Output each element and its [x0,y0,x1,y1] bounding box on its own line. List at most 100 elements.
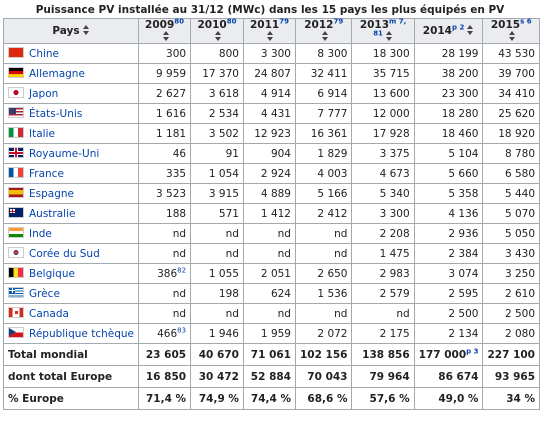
value-text: 2 051 [260,267,291,280]
country-link[interactable]: Grèce [29,288,60,300]
value-cell: 8 300 [294,43,353,64]
value-cell: 2 384 [413,243,484,264]
sort-icon[interactable] [467,25,474,35]
value-cell: 3 074 [413,263,484,284]
table-row: France 335 1 054 2 924 4 003 4 673 5 660 6 580 [2,163,540,184]
table-row: Belgique 38682 1 055 2 051 2 650 2 983 3 074 3 … [2,263,540,284]
country-link[interactable]: Espagne [29,188,74,200]
table-row: Italie 1 181 3 502 12 923 16 361 17 928 18 460… [2,123,540,144]
country-link[interactable]: États-Unis [29,108,83,120]
country-link[interactable]: Inde [29,228,52,240]
value-cell: 6 580 [482,163,540,184]
country-cell: France [2,163,140,184]
header-row: Pays 200980 201080 201179 201279 2013m 7, 81 2… [2,17,540,44]
country-link[interactable]: République tchèque [29,328,135,340]
value-text: 52 884 [250,370,291,383]
reference-link[interactable]: s 6 [520,17,532,26]
sort-icon[interactable] [321,31,329,41]
sort-icon[interactable] [509,31,516,41]
value-cell: 3 502 [190,123,244,144]
column-header[interactable]: Pays [2,18,140,44]
sort-icon[interactable] [162,31,170,41]
value-cell: nd [294,303,353,324]
column-header-label: 2014 [422,25,452,37]
value-text: 23 605 [145,348,187,361]
value-text: 49,0 % [438,392,479,405]
total-label: dont total Europe [2,365,140,388]
reference-link[interactable]: 82 [177,266,187,274]
value-cell: 1 054 [190,163,244,184]
reference-link[interactable]: p 3 [466,347,479,355]
sort-icon[interactable] [215,31,222,41]
value-text: 23 300 [441,87,479,100]
country-link[interactable]: Allemagne [29,68,85,80]
value-text: 102 156 [299,348,348,361]
value-cell: 7 777 [294,103,353,124]
value-text: 74,9 % [198,392,239,405]
value-text: 5 340 [379,187,410,200]
table-row: Chine 300 800 3 300 8 300 18 300 28 199 43 530 [2,43,540,64]
value-text: 3 300 [260,47,291,60]
value-text: 5 440 [504,187,535,200]
country-link[interactable]: France [29,168,64,180]
table-row: Canada nd nd nd nd nd 2 500 2 500 [2,303,540,324]
value-text: 17 928 [372,127,410,140]
country-link[interactable]: Canada [29,308,69,320]
value-text: 6 914 [317,87,348,100]
value-text: 16 850 [145,370,187,383]
country-link[interactable]: Italie [29,128,55,140]
value-cell: 4 136 [413,203,484,224]
reference-link[interactable]: 79 [333,17,344,26]
country-link[interactable]: Australie [29,208,76,220]
reference-link[interactable]: 80 [174,17,185,26]
value-text: 1 536 [317,287,348,300]
value-cell: nd [294,243,353,264]
reference-link[interactable]: 80 [226,17,237,26]
value-text: 18 300 [372,47,410,60]
reference-link[interactable]: p 2 [452,23,465,32]
au-flag-icon [8,207,24,218]
sort-icon[interactable] [82,25,90,35]
value-text: 2 080 [504,327,535,340]
value-cell: 3 915 [190,183,244,204]
us-flag-icon [8,107,24,118]
total-label: % Europe [2,387,140,410]
country-link[interactable]: Belgique [29,268,75,280]
value-text: 74,4 % [250,392,291,405]
value-text: 4 889 [260,187,291,200]
sort-icon[interactable] [385,31,393,41]
reference-link[interactable]: 83 [177,326,187,334]
column-header-label: 2011 [249,19,280,31]
value-text: 39 700 [498,67,535,80]
country-cell: Italie [2,123,140,144]
sort-icon[interactable] [267,31,274,41]
total-value-cell: 30 472 [190,365,244,388]
value-cell: 5 660 [413,163,484,184]
value-text: 2 579 [379,287,410,300]
country-link[interactable]: Royaume-Uni [29,148,100,160]
value-text: 1 829 [317,147,348,160]
column-header[interactable]: 2014p 2 [413,18,484,44]
country-link[interactable]: Chine [29,48,60,60]
in-flag-icon [8,227,24,238]
column-header[interactable]: 2015s 6 [482,17,540,44]
value-cell: 34 410 [482,83,540,104]
value-text: 2 500 [504,307,535,320]
column-header[interactable]: 201279 [294,17,353,44]
column-header[interactable]: 200980 [138,17,192,44]
value-cell: 3 618 [190,83,244,104]
value-cell: nd [190,243,244,264]
column-header[interactable]: 2013m 7, 81 [351,17,415,44]
column-header[interactable]: 201179 [242,17,296,44]
column-header[interactable]: 201080 [190,17,244,44]
value-cell: 188 [138,203,192,224]
country-link[interactable]: Corée du Sud [29,248,100,260]
value-cell: 91 [190,143,244,164]
country-link[interactable]: Japon [29,88,59,100]
reference-link[interactable]: 79 [279,17,289,26]
reference-link[interactable]: m 7, 81 [373,17,407,38]
value-text: 800 [218,47,239,60]
table-row: République tchèque 46683 1 946 1 959 2 072 2 … [2,323,540,344]
value-text: 16 361 [310,127,348,140]
value-cell: 17 928 [351,123,415,144]
